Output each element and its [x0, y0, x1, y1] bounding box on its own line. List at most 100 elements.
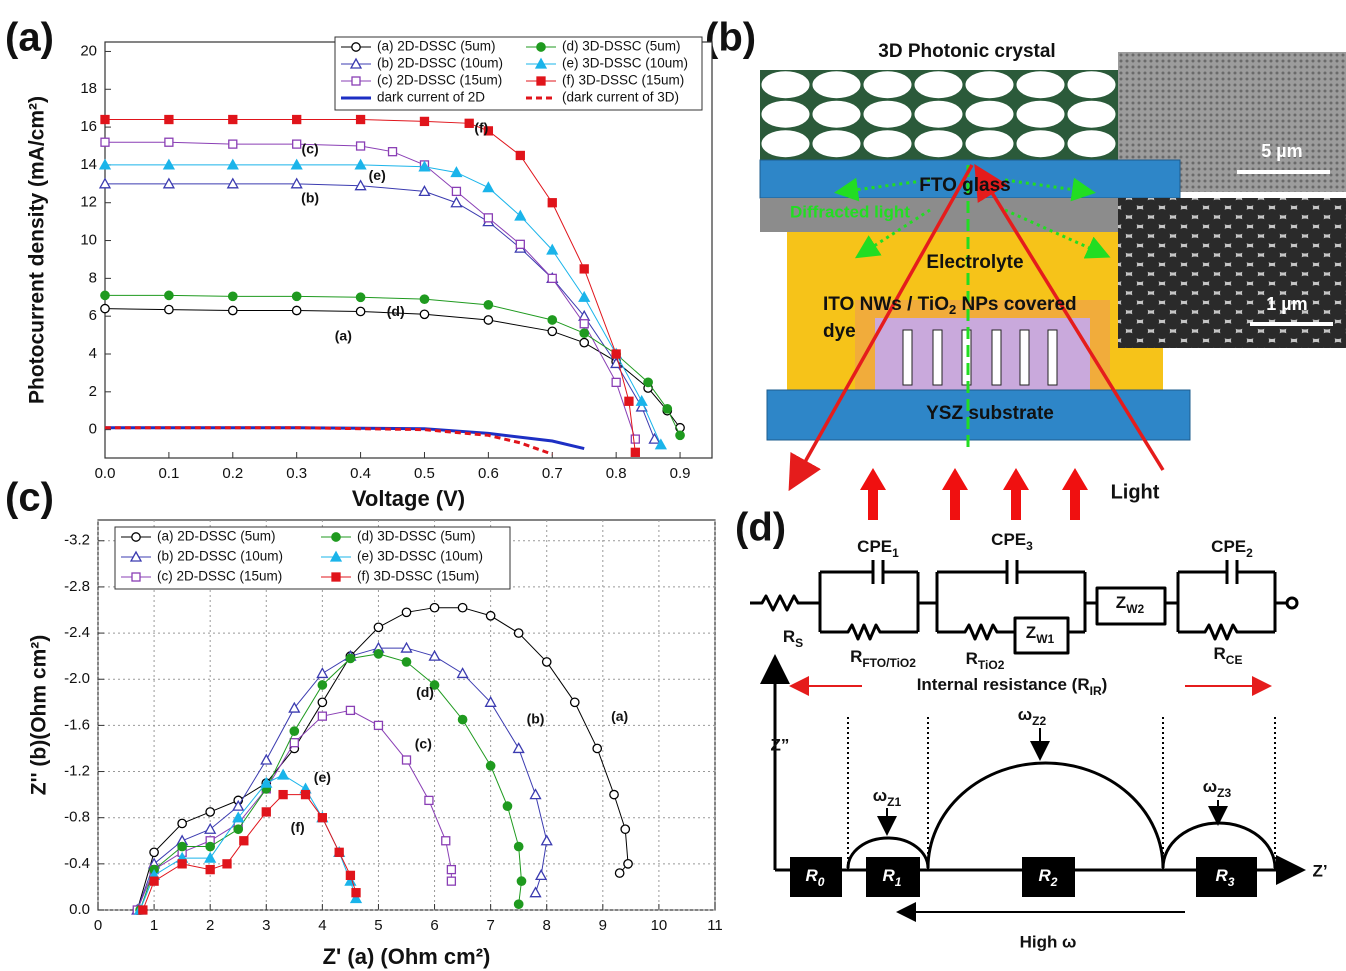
text: R [783, 627, 795, 646]
subscript: 2 [1050, 875, 1058, 889]
circuit-label: R2 [1039, 866, 1058, 889]
legend-label: (c) 2D-DSSC (15um) [377, 73, 502, 88]
circuit-label: ωZ1 [873, 786, 902, 809]
circuit-label: ωZ3 [1203, 777, 1232, 800]
legend-marker [129, 550, 143, 562]
data-point [418, 185, 431, 197]
data-point [334, 847, 344, 857]
text: ω [1018, 705, 1032, 724]
subscript: 2 [949, 302, 956, 317]
data-point [512, 742, 525, 754]
data-point [164, 114, 174, 125]
y-tick-label: 14 [80, 156, 97, 173]
data-point [624, 396, 634, 406]
data-point [513, 628, 524, 638]
data-point [290, 177, 303, 189]
scale-bars [1237, 170, 1333, 326]
data-point [100, 303, 110, 314]
data-point [513, 899, 524, 910]
circuit-label: RCE [1214, 644, 1243, 667]
panel-label: (c) [5, 476, 54, 520]
data-point [429, 602, 440, 613]
data-point [648, 432, 661, 444]
r-boxes [790, 857, 1257, 897]
legend-label: (d) 3D-DSSC (5um) [562, 39, 681, 54]
text: R [1214, 644, 1226, 663]
data-point [164, 137, 174, 147]
panel-label: (b) [705, 16, 756, 60]
data-point [149, 847, 159, 858]
data-point [278, 789, 288, 800]
x-tick-label: 4 [318, 917, 326, 934]
legend-label: (a) 2D-DSSC (5um) [157, 529, 276, 544]
layer-label: 3D Photonic crystal [878, 41, 1055, 62]
y-tick-label: 8 [89, 269, 97, 286]
y-tick-label: -2.4 [64, 624, 90, 641]
y-tick-label: 10 [80, 232, 97, 249]
data-point [349, 892, 363, 904]
text: R [850, 647, 862, 666]
x-tick-label: 0.2 [222, 465, 243, 482]
incident-arrows [860, 468, 1088, 520]
freq-arrows [877, 728, 1228, 922]
data-point [630, 434, 640, 444]
legend: (a) 2D-DSSC (5um) (b) 2D-DSSC (10um) (c) 2… [334, 36, 703, 111]
data-point [289, 726, 300, 737]
text: R [1216, 866, 1229, 885]
data-point [162, 177, 175, 189]
series-line [136, 607, 629, 911]
y-tick-label: -0.4 [64, 855, 90, 872]
data-point [428, 649, 441, 661]
data-point [450, 196, 463, 208]
y-axis-label: Z'' (b)(Ohm cm²) [28, 635, 51, 795]
x-tick-label: 3 [262, 917, 270, 934]
annotation: (d) [387, 303, 405, 319]
text: CPE [991, 530, 1026, 549]
subscript: FTO/TiO2 [862, 656, 916, 670]
data-point [387, 147, 398, 157]
photonic-crystal [760, 70, 1118, 160]
data-point [579, 328, 590, 339]
text: ω [1203, 777, 1217, 796]
legend-marker [351, 76, 361, 86]
x-tick-label: 6 [430, 917, 438, 934]
data-point [419, 309, 430, 320]
legend-marker [331, 572, 341, 582]
layer-label: YSZ substrate [926, 403, 1054, 424]
data-point [675, 430, 685, 441]
data-point [316, 667, 329, 679]
data-point [232, 799, 245, 811]
y-tick-label: 0 [89, 421, 97, 438]
data-point [457, 602, 468, 613]
panel-d: (d) [735, 506, 1306, 922]
legend-marker [329, 550, 343, 562]
circuit-label: RS [783, 627, 803, 650]
data-point [546, 243, 559, 255]
circuit-label: R3 [1216, 866, 1235, 889]
circuit-label: ωZ2 [1018, 705, 1047, 728]
subscript: Z3 [1217, 786, 1231, 800]
text: R [966, 649, 978, 668]
annotation: (b) [301, 190, 319, 206]
data-point [351, 888, 361, 898]
data-point [261, 807, 271, 817]
data-point [540, 834, 553, 846]
data-point [513, 841, 524, 852]
data-point [620, 824, 631, 835]
data-point [446, 876, 457, 886]
x-tick-label: 9 [599, 917, 607, 934]
subscript: W2 [1126, 602, 1144, 616]
text: R [806, 866, 819, 885]
data-point [483, 213, 494, 223]
nanowires [902, 329, 1058, 386]
data-point [345, 870, 356, 881]
data-point [300, 789, 311, 800]
data-point [100, 114, 110, 125]
data-point [529, 886, 542, 898]
data-point [291, 291, 302, 302]
data-point [418, 160, 431, 172]
subscript: W1 [1036, 632, 1054, 646]
data-point [535, 869, 548, 881]
x-tick-label: 2 [206, 917, 214, 934]
light-label: Diffracted light [790, 202, 910, 221]
